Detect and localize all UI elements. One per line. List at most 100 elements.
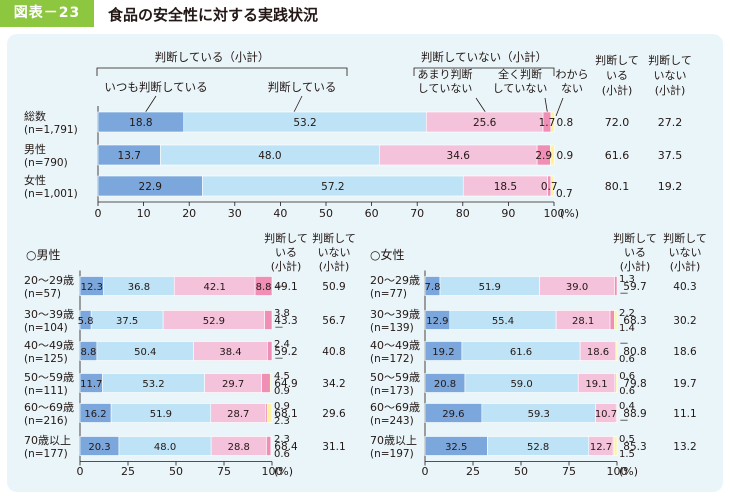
female-value-label-never: 2.2 (619, 308, 635, 319)
male-value-label-never: 2.3 (274, 434, 290, 445)
male-subtotal-not-judging: 56.7 (322, 315, 345, 327)
male-value-label: 38.4 (219, 347, 241, 358)
female-value-label: 55.4 (492, 316, 514, 327)
female-row-n-label: (n=197) (370, 448, 414, 460)
top-x-tick-label: 20 (182, 207, 196, 220)
male-bar-segment-dont-know (270, 436, 273, 456)
male-subtotal-not-judging: 50.9 (322, 281, 345, 293)
female-x-tick-label: 75 (562, 465, 576, 478)
female-panel-title: ○女性 (370, 247, 404, 262)
male-value-label-never: 0.9 (274, 401, 290, 412)
top-x-tick-label: 10 (137, 207, 151, 220)
male-judge-header-1: 判断して (264, 231, 308, 245)
top-row-label: 総数 (24, 109, 46, 123)
female-subtotal-judging: 59.7 (623, 281, 646, 293)
female-value-label-dk: 1.5 (619, 449, 635, 460)
female-bar-segment-never (614, 276, 618, 296)
female-row-label: 30～39歳 (370, 308, 420, 321)
female-value-label-never: 0.5 (619, 434, 635, 445)
top-row-n-label: (n=1,001) (24, 188, 78, 200)
male-subtotal-judging: 68.1 (274, 408, 297, 420)
female-row-n-label: (n=172) (370, 353, 414, 365)
top-subtotal-judging: 72.0 (605, 116, 630, 129)
female-value-label: 52.8 (527, 442, 549, 453)
male-notjudge-header-1: 判断して (312, 231, 356, 245)
female-value-label: 19.2 (432, 347, 454, 358)
female-value-label: 10.7 (595, 409, 617, 420)
male-row-n-label: (n=177) (24, 448, 68, 460)
female-panel-header: ○女性 判断して いる (小計) 判断して いない (小計) (370, 231, 707, 273)
male-subtotal-judging: 64.9 (274, 378, 297, 390)
male-bar-segment-never (261, 373, 271, 393)
female-subtotal-not-judging: 30.2 (673, 315, 696, 327)
male-value-label-dk: － (274, 354, 284, 365)
top-x-tick-label: 70 (410, 207, 424, 220)
male-row-n-label: (n=111) (24, 385, 68, 397)
female-x-tick-label: 50 (514, 465, 528, 478)
female-value-label: 51.9 (479, 282, 501, 293)
top-row-label: 女性 (24, 173, 46, 187)
female-notjudge-header-3: (小計) (670, 259, 701, 273)
top-chart-legend: 判断している（小計） 判断していない（小計） いつも判断している 判断している … (96, 50, 692, 117)
male-subtotal-judging: 49.1 (274, 281, 297, 293)
top-value-label: 57.2 (321, 181, 344, 193)
male-bar-segment-never (266, 436, 272, 456)
legend-dk-line1: わから (556, 68, 589, 81)
legend-dk-line2: ない (561, 82, 583, 95)
male-value-label: 51.9 (150, 409, 172, 420)
female-x-unit: (%) (619, 465, 638, 478)
female-value-label-dk: 0.6 (619, 386, 635, 397)
top-judge-header-2: いる (606, 69, 628, 82)
male-value-label: 20.3 (88, 442, 110, 453)
top-value-label: 25.6 (473, 117, 497, 129)
male-notjudge-header-3: (小計) (319, 259, 350, 273)
top-value-label-never: 2.9 (535, 150, 552, 162)
female-x-tick-label: 0 (422, 465, 429, 478)
female-row-label: 60～69歳 (370, 401, 420, 414)
male-bar-segment-never (267, 341, 273, 361)
male-value-label-dk: 0.9 (274, 386, 290, 397)
female-value-label-never: 1.3 (619, 274, 635, 285)
legend-does: 判断している (268, 80, 337, 94)
female-value-label: 28.1 (572, 316, 594, 327)
female-value-label-never: 0.6 (619, 371, 635, 382)
female-subtotal-not-judging: 13.2 (673, 441, 696, 453)
female-subtotal-judging: 85.3 (623, 441, 646, 453)
male-value-label-never: 4.5 (274, 371, 290, 382)
female-row-n-label: (n=243) (370, 415, 414, 427)
male-x-tick-label: 0 (77, 465, 84, 478)
top-x-unit: (%) (560, 207, 579, 220)
male-x-tick-label: 25 (121, 465, 135, 478)
top-value-label-never: 0.7 (541, 181, 558, 193)
top-value-label: 48.0 (258, 150, 281, 162)
female-judge-header-1: 判断して (613, 231, 657, 245)
top-x-tick-label: 50 (319, 207, 333, 220)
male-value-label-dk: 0.6 (274, 449, 290, 460)
female-subtotal-not-judging: 18.6 (673, 346, 697, 358)
female-value-label: 59.3 (528, 409, 550, 420)
male-chart-plot: 0 25 50 75 100(%) 20～29歳(n=57) 12.3 36.8 42.1 8.8… (24, 270, 346, 478)
top-subtotal-not-judging: 27.2 (658, 116, 683, 129)
male-x-tick-label: 50 (169, 465, 183, 478)
legend-rarely-line2: していない (418, 82, 473, 95)
top-row-n-label: (n=1,791) (24, 124, 78, 136)
top-x-tick-label: 30 (228, 207, 242, 220)
male-value-label-never: 3.8 (274, 308, 290, 319)
female-subtotal-not-judging: 19.7 (673, 378, 696, 390)
female-subtotal-judging: 88.9 (623, 408, 646, 420)
top-subtotal-not-judging: 19.2 (658, 180, 683, 193)
top-row-label: 男性 (24, 142, 46, 156)
female-row-n-label: (n=77) (370, 288, 407, 300)
female-value-label: 29.6 (442, 409, 464, 420)
male-subtotal-not-judging: 40.8 (322, 346, 345, 358)
top-bar-segment-dont-know (550, 111, 555, 133)
judging-subtotal-bracket (96, 67, 348, 76)
female-row-label: 50～59歳 (370, 371, 420, 384)
male-subtotal-judging: 59.2 (274, 346, 297, 358)
male-value-label-never: 2.4 (274, 339, 290, 350)
male-row-label: 30～39歳 (24, 308, 74, 321)
male-x-tick-label: 75 (217, 465, 231, 478)
top-value-label: 13.7 (118, 150, 141, 162)
male-value-label: 50.4 (134, 347, 156, 358)
